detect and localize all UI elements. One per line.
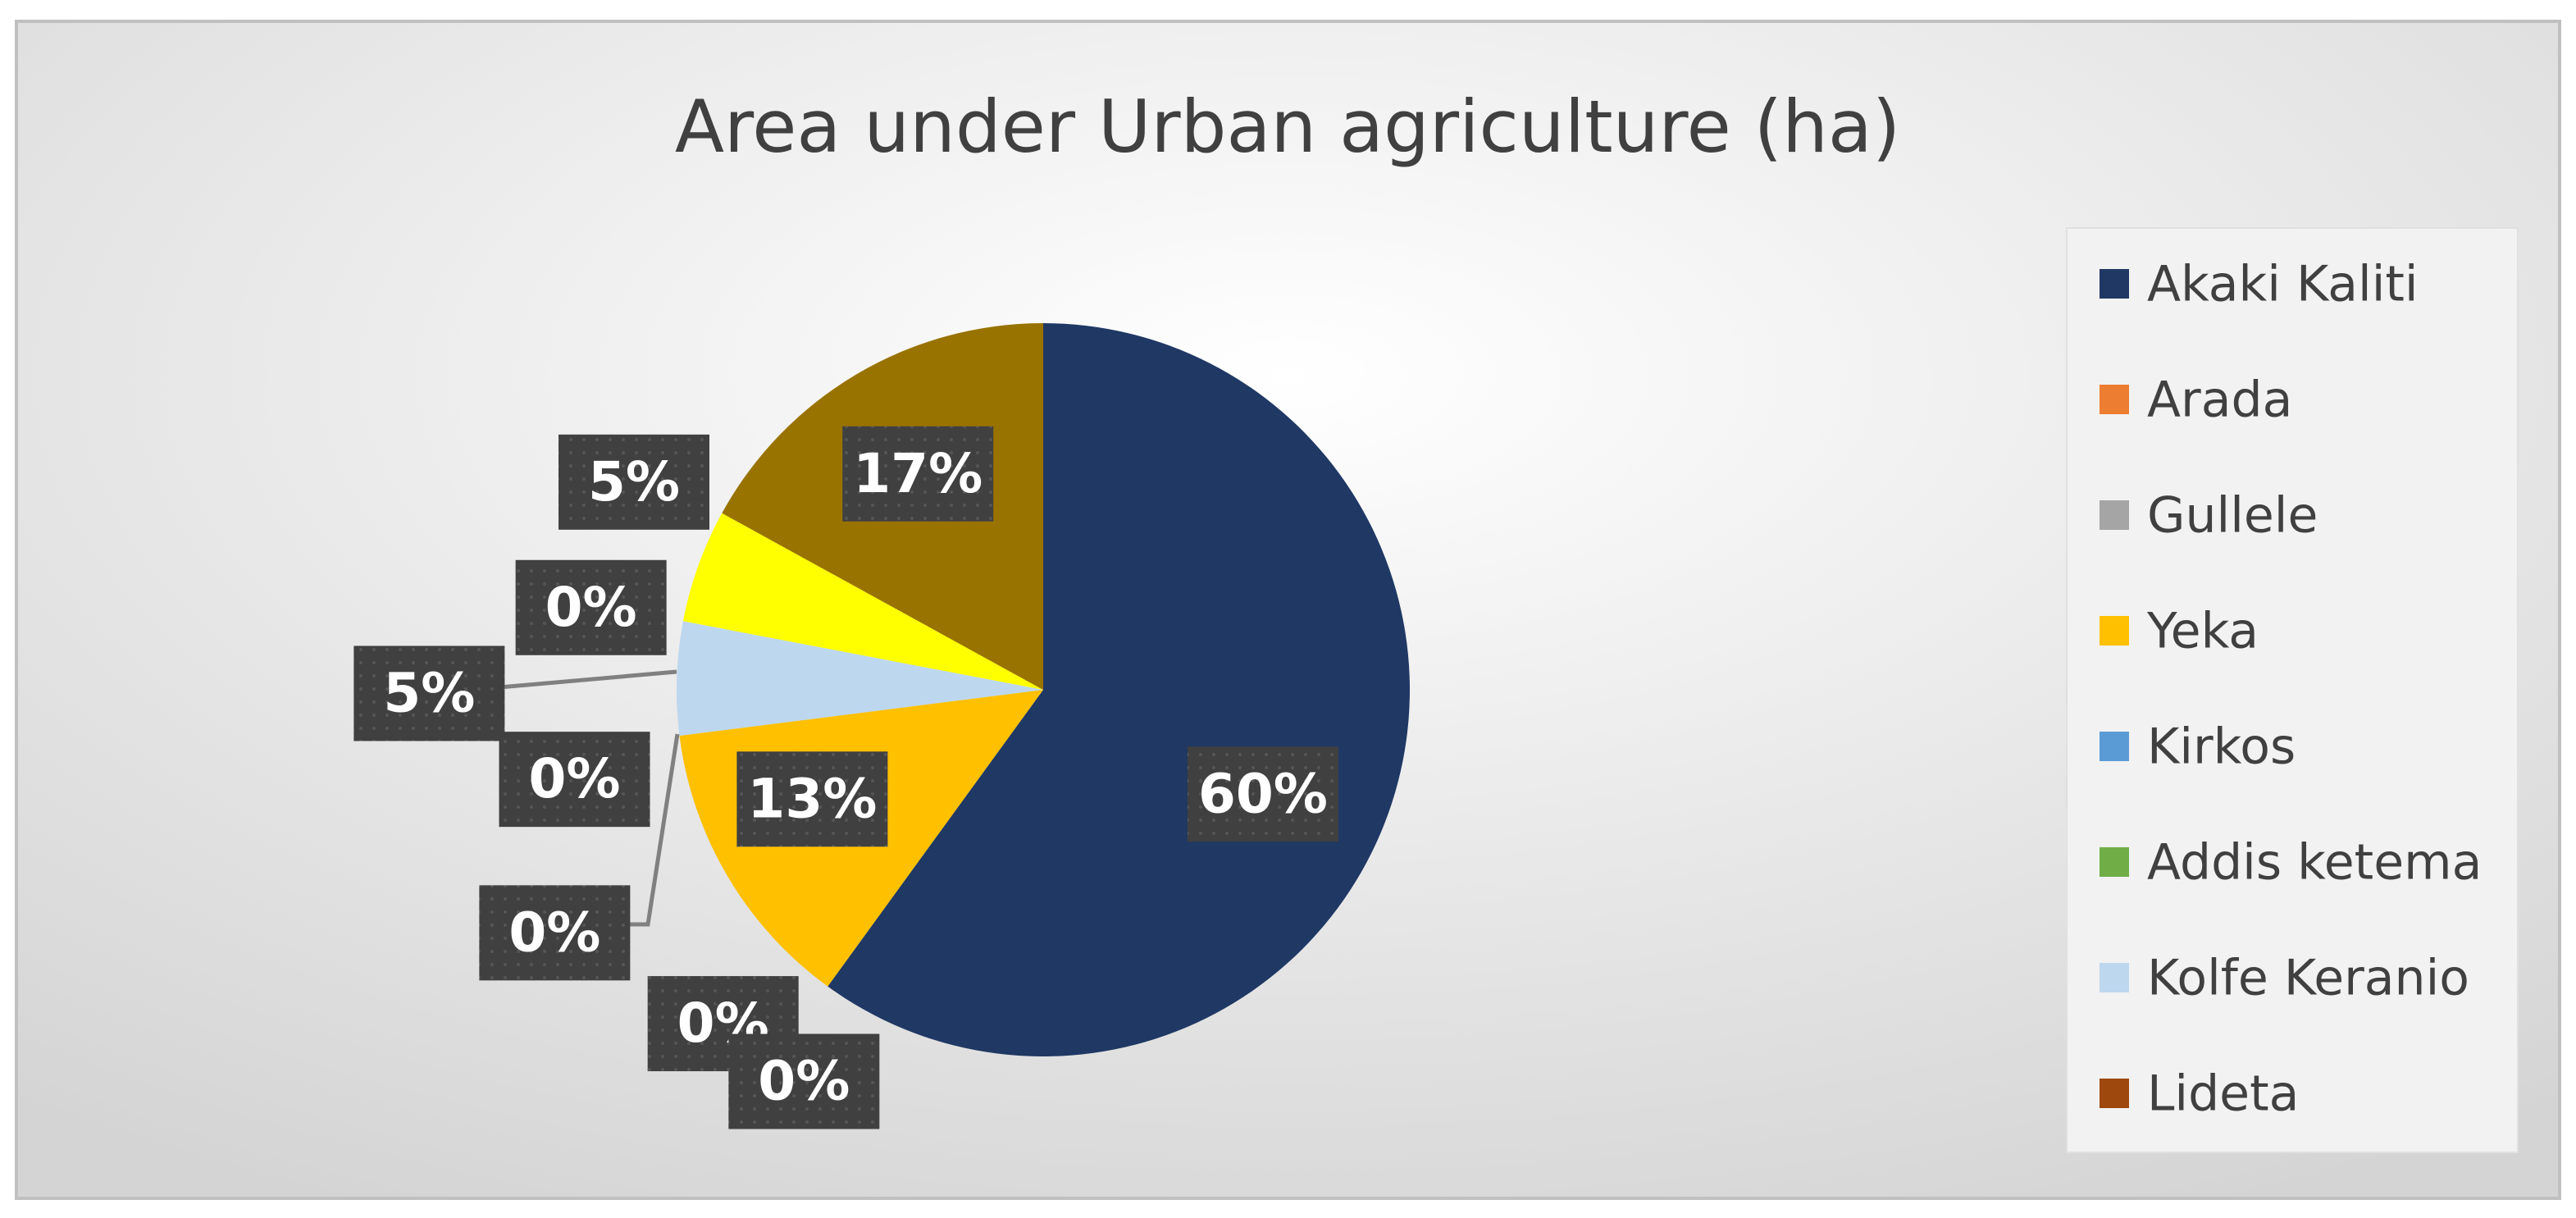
data-label-box [479, 885, 631, 981]
data-label-box [842, 426, 994, 522]
data-label-box [558, 434, 709, 530]
pie-slice [677, 621, 1043, 737]
data-label-box [353, 645, 505, 741]
pie-slice [682, 513, 1043, 690]
legend-label: Lideta [2147, 1065, 2299, 1123]
legend-swatch [2100, 963, 2129, 992]
data-label-box [499, 732, 650, 828]
legend-label: Kolfe Keranio [2147, 950, 2469, 1007]
leader-line [490, 669, 677, 691]
data-label-box [728, 1033, 880, 1129]
legend-swatch [2100, 500, 2129, 530]
legend-label: Gullele [2147, 487, 2318, 545]
pie-slice [828, 323, 1410, 1057]
legend-label: Yeka [2146, 603, 2259, 660]
data-label-box [736, 751, 888, 847]
data-label: 5% [383, 662, 475, 725]
legend-label: Addis ketema [2147, 834, 2482, 892]
legend-label: Kirkos [2147, 718, 2296, 776]
data-label: 0% [528, 747, 620, 810]
data-label: 5% [588, 450, 680, 513]
chart-title: Area under Urban agriculture (ha) [675, 84, 1900, 169]
data-label: 0% [545, 576, 637, 639]
legend-swatch [2100, 269, 2129, 299]
data-label-box [515, 559, 667, 655]
legend-label: Arada [2147, 372, 2292, 429]
legend-swatch [2100, 1079, 2129, 1108]
legend-label: Akaki Kaliti [2147, 256, 2419, 313]
data-label: 17% [853, 442, 983, 505]
legend-swatch [2100, 732, 2129, 761]
data-label: 0% [508, 901, 600, 964]
legend-box [2066, 227, 2519, 1153]
data-label: 0% [758, 1050, 850, 1113]
legend-swatch [2100, 847, 2129, 877]
legend-swatch [2100, 385, 2129, 414]
data-label: 13% [747, 767, 877, 830]
legend-swatch [2100, 616, 2129, 645]
data-label: 60% [1198, 762, 1328, 825]
data-label-box [1187, 746, 1338, 842]
